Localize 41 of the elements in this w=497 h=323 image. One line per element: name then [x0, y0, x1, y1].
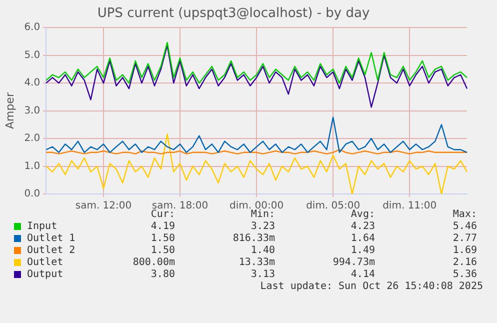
- text: 1.64: [350, 233, 375, 244]
- text: Avg:: [350, 209, 375, 220]
- text: 2.77: [452, 233, 477, 244]
- y-axis-title: Amper: [3, 92, 16, 130]
- text: 3.13: [250, 269, 275, 280]
- y-tick-label: 1.0: [24, 160, 40, 172]
- text: 4.14: [350, 269, 375, 280]
- text: 1.50: [150, 245, 175, 256]
- legend-label: Outlet 2: [26, 245, 76, 256]
- text: 2.16: [452, 257, 477, 268]
- text: 816.33m: [232, 233, 275, 244]
- legend-label: Outlet 1: [26, 233, 76, 244]
- text: Max:: [452, 209, 477, 220]
- text: Last update: Sun Oct 26 15:40:08 2025: [260, 281, 483, 292]
- text: 1.40: [250, 245, 275, 256]
- y-tick-label: 0.0: [24, 188, 40, 200]
- legend-label: Input: [26, 221, 58, 232]
- text: 800.00m: [132, 257, 175, 268]
- text: 3.23: [250, 221, 275, 232]
- legend-label: Output: [26, 269, 64, 280]
- text: 5.46: [452, 221, 477, 232]
- text: 1.50: [150, 233, 175, 244]
- y-tick-label: 4.0: [24, 78, 40, 89]
- x-tick-label: sam. 12:00: [75, 200, 132, 212]
- chart-title: UPS current (upspqt3@localhost) - by day: [97, 6, 370, 22]
- text: 1.49: [350, 245, 375, 256]
- legend-label: Outlet: [26, 257, 64, 268]
- text: 13.33m: [238, 257, 275, 268]
- text: 3.80: [150, 269, 175, 280]
- text: 4.19: [150, 221, 175, 232]
- text: Cur:: [150, 209, 175, 220]
- y-tick-label: 5.0: [24, 50, 40, 61]
- x-tick-label: dim. 11:00: [382, 200, 437, 212]
- text: 1.69: [452, 245, 477, 256]
- y-tick-label: 3.0: [24, 105, 40, 116]
- text: 5.36: [452, 269, 477, 280]
- y-tick-label: 2.0: [24, 133, 40, 144]
- text: 4.23: [350, 221, 375, 232]
- text: 994.73m: [332, 257, 375, 268]
- text: Min:: [250, 209, 275, 220]
- y-tick-label: 6.0: [24, 22, 40, 34]
